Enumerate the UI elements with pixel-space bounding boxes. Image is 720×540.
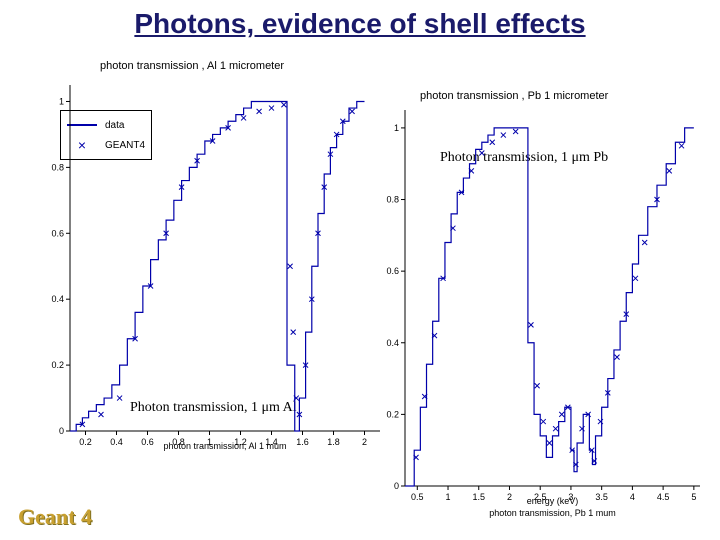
svg-text:2: 2 <box>362 437 367 447</box>
svg-text:0: 0 <box>394 481 399 491</box>
slide-title-text: Photons, evidence of shell effects <box>134 8 585 39</box>
svg-text:4.5: 4.5 <box>657 492 670 502</box>
slide-title: Photons, evidence of shell effects <box>0 8 720 40</box>
svg-text:0.8: 0.8 <box>51 162 64 172</box>
svg-text:0.4: 0.4 <box>110 437 123 447</box>
svg-text:1: 1 <box>59 96 64 106</box>
svg-text:1.6: 1.6 <box>296 437 309 447</box>
svg-text:0.6: 0.6 <box>386 266 399 276</box>
svg-text:photon transmission, Pb 1 mum: photon transmission, Pb 1 mum <box>489 508 616 518</box>
chart-pb: 0.511.522.533.544.5500.20.40.60.81energy… <box>380 100 710 520</box>
svg-text:0.2: 0.2 <box>386 409 399 419</box>
svg-text:1: 1 <box>394 123 399 133</box>
svg-text:0.2: 0.2 <box>51 360 64 370</box>
svg-text:0.6: 0.6 <box>51 228 64 238</box>
svg-text:1: 1 <box>446 492 451 502</box>
svg-text:0: 0 <box>59 426 64 436</box>
svg-text:energy (keV): energy (keV) <box>527 496 579 506</box>
svg-text:0.2: 0.2 <box>79 437 92 447</box>
svg-text:1.5: 1.5 <box>472 492 485 502</box>
svg-text:0.5: 0.5 <box>411 492 424 502</box>
chart-al-title: photon transmission , Al 1 micrometer <box>100 60 284 72</box>
svg-text:0.4: 0.4 <box>51 294 64 304</box>
svg-text:photon transmission, Al 1 mum: photon transmission, Al 1 mum <box>163 441 286 451</box>
geant4-logo: Geant 4 <box>18 504 92 530</box>
svg-text:0.8: 0.8 <box>386 195 399 205</box>
svg-text:1.8: 1.8 <box>327 437 340 447</box>
svg-text:2: 2 <box>507 492 512 502</box>
svg-text:0.4: 0.4 <box>386 338 399 348</box>
svg-text:3.5: 3.5 <box>595 492 608 502</box>
chart-al: 0.20.40.60.811.21.41.61.8200.20.40.60.81… <box>40 75 390 465</box>
svg-text:4: 4 <box>630 492 635 502</box>
svg-text:5: 5 <box>691 492 696 502</box>
svg-text:0.6: 0.6 <box>141 437 154 447</box>
